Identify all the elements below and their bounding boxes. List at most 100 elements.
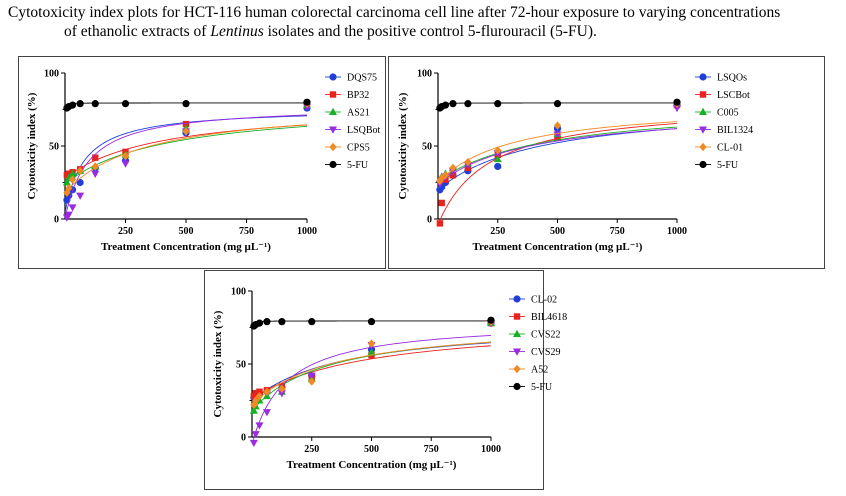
caption-genus: Lentinus [210,23,264,40]
caption-line-2-start: of ethanolic extracts of [64,23,211,40]
legend-label: C005 [717,108,739,119]
data-point [252,396,260,405]
x-tick-label: 250 [118,226,133,237]
fit-curve-lsqos [438,128,678,190]
data-point [121,100,130,108]
chart-panel-2: 0 50 100 250 500 750 1000 Treatment Concentrati… [388,56,825,269]
data-point [249,439,258,448]
x-tick-label: 500 [364,444,379,455]
series-bp32 [63,101,311,179]
legend-item-bil1324: BIL1324 [695,125,753,136]
y-tick-label: 100 [44,69,59,80]
series-cvs29 [249,320,495,448]
series-as21 [62,100,311,186]
data-point [68,204,77,212]
x-tick-label: 250 [490,226,505,237]
legend-marker [329,107,337,115]
data-point [367,348,376,356]
legend-item-cvs29: CVS29 [509,347,560,358]
data-point [92,154,99,161]
data-point [494,100,502,108]
legend-label: BP32 [347,90,369,101]
legend-marker [513,348,521,356]
legend-marker [513,364,521,374]
legend-label: LSQOs [717,73,747,84]
figure-caption: Cytotoxicity index plots for HCT-116 hum… [8,3,844,41]
chart-panel-3: 0 50 100 250 500 750 1000 Treatment Concentrati… [204,270,567,490]
x-tick-label: 500 [179,226,194,237]
y-tick-label: 0 [54,215,59,226]
data-point [308,318,316,326]
legend-item-lscbot: LSCBot [695,90,750,101]
legend-marker [329,142,337,152]
data-point [277,390,286,398]
legend-label: BIL1324 [717,125,753,136]
data-point [278,384,286,394]
data-point [436,220,444,227]
data-point [65,184,73,193]
legend-marker [699,107,707,115]
data-point [673,98,681,106]
data-point [464,157,472,167]
legend-label: CVS29 [531,347,560,358]
series-5-fu [436,98,681,112]
y-tick-label: 100 [231,287,246,298]
x-tick-label: 1000 [481,444,501,455]
legend-marker [699,142,707,152]
x-axis-label: Treatment Concentration (mg µL⁻¹) [287,459,457,471]
legend-item-cl-01: CL-01 [695,143,743,154]
data-point [65,170,72,177]
series-bil1324 [435,105,681,189]
data-point [464,100,472,108]
data-point [307,372,316,380]
legend-item-a52: A52 [509,365,548,376]
data-point [553,121,562,130]
data-point [449,172,457,179]
legend-marker [699,73,707,81]
data-point [182,120,190,128]
data-point [487,316,495,324]
data-point [255,319,264,327]
data-point [262,409,271,417]
series-5-fu [63,98,311,112]
caption-line-2-end: isolates and the positive control 5-flur… [263,23,597,40]
data-point [64,211,73,219]
series-cvs22 [249,318,495,414]
data-point [76,100,84,108]
chart-2-svg: 0 50 100 250 500 750 1000 Treatment Concentrati… [397,69,753,254]
chart-panel-1: 0 50 100 250 500 750 1000 Treatment Concentrati… [18,56,386,269]
data-point [256,388,263,395]
data-point [121,152,130,161]
x-tick-label: 500 [550,226,565,237]
data-point [308,377,316,386]
data-point [91,162,99,171]
data-point [255,422,264,430]
series-a52 [250,317,495,410]
y-tick-label: 0 [241,433,246,444]
legend-item-cvs22: CVS22 [509,330,560,341]
y-axis-label: Cytotoxicity index (%) [26,92,38,199]
data-point [76,166,84,176]
legend-label: CL-01 [717,143,743,154]
x-tick-label: 250 [304,444,319,455]
data-point [673,105,681,113]
legend-marker [699,91,707,98]
legend-marker [329,126,337,134]
data-point [438,199,445,207]
fit-curve-lsqbot [65,114,308,217]
legend-label: CVS22 [531,330,560,341]
data-point [553,100,562,108]
legend-marker [329,73,337,81]
fit-curve-bil1324 [438,128,678,184]
y-axis-label: Cytotoxicity index (%) [212,310,224,417]
y-axis-label: Cytotoxicity index (%) [397,92,409,199]
data-point [441,171,450,180]
series-cps5 [63,99,311,197]
legend-label: DQS75 [347,73,377,84]
y-tick-label: 50 [422,142,432,153]
series-dqs75 [63,104,311,211]
legend-marker [699,160,707,169]
legend-marker [513,313,521,320]
data-point [62,178,71,186]
data-point [76,178,84,187]
